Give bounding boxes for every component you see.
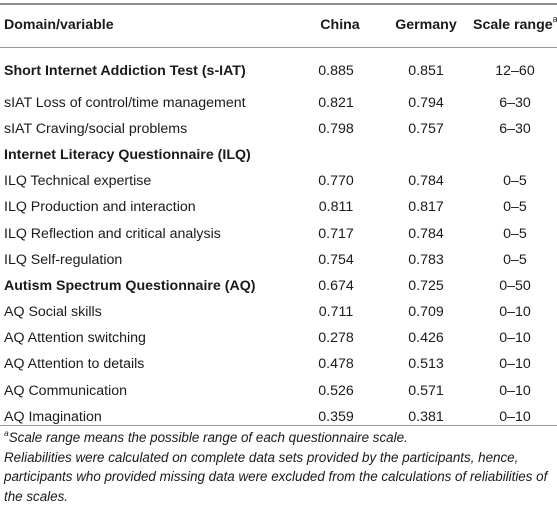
row-label: Internet Literacy Questionnaire (ILQ) <box>4 146 251 163</box>
row-china-value: 0.811 <box>318 199 354 216</box>
row-germany-value: 0.851 <box>408 63 444 79</box>
table-header: Domain/variable China Germany Scale rang… <box>0 4 557 47</box>
table-footnotes: aScale range means the possible range of… <box>4 428 554 506</box>
row-scale-range: 12–60 <box>495 63 535 79</box>
row-label: AQ Social skills <box>4 304 102 321</box>
row-label: ILQ Reflection and critical analysis <box>4 225 221 242</box>
table-section-row: Internet Literacy Questionnaire (ILQ) <box>0 142 557 168</box>
row-scale-range: 0–10 <box>499 304 531 321</box>
row-label: sIAT Craving/social problems <box>4 120 188 137</box>
table-bottom-rule <box>0 425 557 426</box>
row-label: ILQ Production and interaction <box>4 199 196 216</box>
table-row: sIAT Loss of control/time management 0.82… <box>0 90 557 116</box>
header-scale-range-footnote-marker: a <box>552 14 557 25</box>
row-china-value: 0.278 <box>318 330 354 347</box>
table-row: ILQ Reflection and critical analysis 0.71… <box>0 221 557 247</box>
table-row: AQ Attention switching 0.278 0.426 0–10 <box>0 326 557 352</box>
row-germany-value: 0.513 <box>408 356 444 373</box>
row-scale-range: 0–5 <box>503 251 527 268</box>
row-china-value: 0.478 <box>318 356 354 373</box>
row-germany-value: 0.757 <box>408 120 444 137</box>
header-domain: Domain/variable <box>4 17 114 33</box>
row-china-value: 0.798 <box>318 120 354 137</box>
header-germany: Germany <box>395 17 457 33</box>
row-germany-value: 0.381 <box>408 408 444 425</box>
row-china-value: 0.770 <box>318 173 354 190</box>
row-germany-value: 0.784 <box>408 173 444 190</box>
table-row: ILQ Production and interaction 0.811 0.817… <box>0 195 557 221</box>
row-germany-value <box>379 142 473 168</box>
table-section-row: Short Internet Addiction Test (s-IAT) 0.8… <box>0 47 557 90</box>
row-china-value: 0.359 <box>318 408 354 425</box>
row-scale-range: 0–5 <box>503 225 527 242</box>
table-row: ILQ Technical expertise 0.770 0.784 0–5 <box>0 169 557 195</box>
row-china-value <box>293 142 379 168</box>
row-label: sIAT Loss of control/time management <box>4 94 246 111</box>
row-label: Autism Spectrum Questionnaire (AQ) <box>4 277 256 294</box>
reliability-table: Domain/variable China Germany Scale rang… <box>0 4 557 430</box>
row-scale-range: 0–10 <box>499 356 531 373</box>
row-china-value: 0.885 <box>318 63 354 79</box>
row-china-value: 0.754 <box>318 251 354 268</box>
footnote-a-text: Scale range means the possible range of … <box>8 430 408 445</box>
row-label: ILQ Technical expertise <box>4 173 152 190</box>
row-germany-value: 0.794 <box>408 94 444 111</box>
table-row: ILQ Self-regulation 0.754 0.783 0–5 <box>0 247 557 273</box>
header-scale-range: Scale rangea <box>473 4 557 47</box>
row-label: AQ Attention switching <box>4 330 146 347</box>
row-scale-range: 6–30 <box>499 94 531 111</box>
table-row: sIAT Craving/social problems 0.798 0.757 6–… <box>0 116 557 142</box>
table-row: AQ Attention to details 0.478 0.513 0–10 <box>0 352 557 378</box>
row-germany-value: 0.725 <box>408 277 444 294</box>
row-scale-range: 0–10 <box>499 408 531 425</box>
row-germany-value: 0.783 <box>408 251 444 268</box>
row-scale-range: 0–5 <box>503 173 527 190</box>
row-germany-value: 0.426 <box>408 330 444 347</box>
header-scale-range-label: Scale range <box>473 17 553 33</box>
row-china-value: 0.821 <box>318 94 354 111</box>
row-china-value: 0.526 <box>318 382 354 399</box>
row-scale-range: 0–5 <box>503 199 527 216</box>
row-scale-range: 0–10 <box>499 382 531 399</box>
row-label: ILQ Self-regulation <box>4 251 123 268</box>
row-label: AQ Imagination <box>4 408 102 425</box>
header-row: Domain/variable China Germany Scale rang… <box>0 4 557 47</box>
table-row: AQ Communication 0.526 0.571 0–10 <box>0 378 557 404</box>
row-scale-range <box>473 142 557 168</box>
table-row: AQ Social skills 0.711 0.709 0–10 <box>0 300 557 326</box>
row-germany-value: 0.709 <box>408 304 444 321</box>
row-china-value: 0.711 <box>318 304 354 321</box>
footnote-a: aScale range means the possible range of… <box>4 428 554 448</box>
table-row: AQ Imagination 0.359 0.381 0–10 <box>0 404 557 430</box>
row-label: AQ Attention to details <box>4 356 145 373</box>
table-top-rule <box>0 3 557 5</box>
row-label: Short Internet Addiction Test (s-IAT) <box>4 63 246 79</box>
table-header-rule <box>0 47 557 48</box>
header-china: China <box>320 17 360 33</box>
row-germany-value: 0.817 <box>408 199 444 216</box>
footnote-reliability: Reliabilities were calculated on complet… <box>4 449 548 504</box>
row-label: AQ Communication <box>4 382 128 399</box>
table-section-row: Autism Spectrum Questionnaire (AQ) 0.674 0… <box>0 273 557 299</box>
row-scale-range: 0–50 <box>499 277 531 294</box>
row-china-value: 0.674 <box>318 277 354 294</box>
row-germany-value: 0.784 <box>408 225 444 242</box>
footnote-a-marker: a <box>4 427 9 438</box>
row-scale-range: 6–30 <box>499 120 531 137</box>
row-germany-value: 0.571 <box>408 382 444 399</box>
row-china-value: 0.717 <box>318 225 354 242</box>
row-scale-range: 0–10 <box>499 330 531 347</box>
table-body: Short Internet Addiction Test (s-IAT) 0.8… <box>0 47 557 430</box>
